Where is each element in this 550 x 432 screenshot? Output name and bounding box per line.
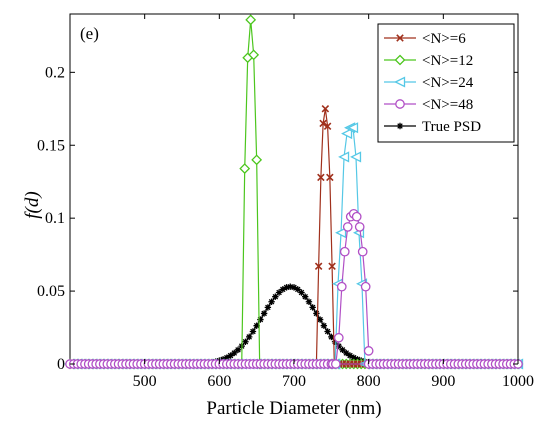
data-point	[272, 293, 279, 300]
data-point	[350, 151, 362, 163]
data-point	[333, 332, 344, 343]
data-point	[351, 211, 362, 222]
x-tick-label: 900	[431, 373, 455, 390]
y-tick-label: 0.15	[37, 137, 65, 154]
data-point	[347, 122, 359, 134]
data-point	[268, 298, 275, 305]
data-point	[231, 349, 238, 357]
data-point	[257, 316, 264, 323]
data-point	[343, 349, 350, 357]
data-point	[341, 128, 353, 140]
data-point	[314, 262, 323, 271]
data-point	[253, 322, 260, 329]
data-point	[294, 286, 301, 293]
data-point	[283, 284, 290, 291]
data-point	[360, 281, 371, 292]
data-point	[323, 122, 332, 131]
data-point	[321, 105, 330, 113]
axes-layer: 500 600 700 800 900 1000 0 0.05 0.1 0.15 0.2	[37, 14, 534, 390]
data-point	[324, 328, 331, 335]
legend-label: <N>=6	[422, 31, 466, 47]
data-point	[339, 246, 350, 257]
data-point	[305, 298, 313, 305]
data-point	[335, 342, 342, 350]
data-point	[279, 286, 286, 293]
legend-item: <N>=48	[384, 97, 473, 113]
y-tick-label: 0	[57, 356, 65, 373]
legend-marker	[394, 76, 406, 88]
data-point	[248, 49, 260, 61]
legend-item: <N>=6	[384, 31, 466, 47]
data-point	[339, 346, 346, 354]
legend-item: <N>=24	[384, 75, 474, 91]
data-point	[309, 304, 316, 311]
data-point	[363, 346, 374, 356]
data-point	[350, 354, 357, 361]
data-point	[336, 281, 347, 292]
x-tick-label: 800	[357, 373, 381, 390]
data-point	[242, 338, 249, 345]
data-point	[320, 322, 328, 329]
data-point	[338, 151, 350, 163]
legend-label: <N>=48	[422, 97, 473, 113]
data-point	[317, 173, 325, 182]
data-point	[331, 338, 339, 345]
legend-marker	[396, 122, 404, 130]
data-point	[287, 283, 294, 290]
data-point	[245, 14, 257, 26]
data-point	[328, 262, 336, 271]
data-point	[223, 354, 230, 361]
data-point	[275, 289, 283, 296]
legend-marker	[394, 54, 406, 66]
x-axis-title: Particle Diameter (nm)	[206, 398, 381, 419]
data-point	[264, 304, 272, 311]
data-point	[342, 222, 353, 232]
data-point	[302, 293, 309, 300]
data-point	[346, 352, 354, 359]
y-tick-label: 0.2	[45, 64, 65, 81]
legend-label: <N>=12	[422, 53, 473, 69]
data-point	[354, 222, 365, 232]
y-tick-label: 0.05	[37, 283, 65, 300]
data-point	[330, 359, 341, 369]
legend-label: <N>=24	[422, 75, 474, 91]
data-point	[319, 119, 327, 128]
legend-marker	[395, 99, 405, 109]
data-point	[326, 173, 334, 182]
legend: <N>=6 <N>=12 <N>=24 <N>=48 True PSD	[377, 23, 515, 143]
data-point	[227, 352, 234, 359]
y-axis-title: f(d)	[22, 191, 43, 218]
data-point	[298, 289, 305, 296]
legend-item: True PSD	[384, 119, 481, 135]
data-point	[316, 316, 324, 323]
x-tick-label: 600	[207, 373, 231, 390]
legend-marker	[396, 34, 404, 42]
data-point	[313, 310, 320, 317]
panel-label: (e)	[80, 24, 99, 43]
data-point	[249, 328, 257, 335]
legend-item: <N>=12	[384, 53, 473, 69]
y-tick-label: 0.1	[45, 210, 65, 227]
data-point	[251, 154, 263, 166]
data-point	[246, 333, 253, 341]
x-tick-label: 500	[133, 373, 157, 390]
data-point	[290, 284, 298, 291]
data-point	[239, 163, 251, 175]
data-point	[260, 310, 268, 317]
x-tick-label: 1000	[502, 373, 534, 390]
x-tick-label: 700	[282, 373, 306, 390]
data-point	[335, 227, 347, 239]
data-point	[234, 346, 242, 354]
data-point	[328, 333, 335, 341]
legend-label: True PSD	[422, 119, 481, 135]
data-point	[357, 246, 368, 257]
